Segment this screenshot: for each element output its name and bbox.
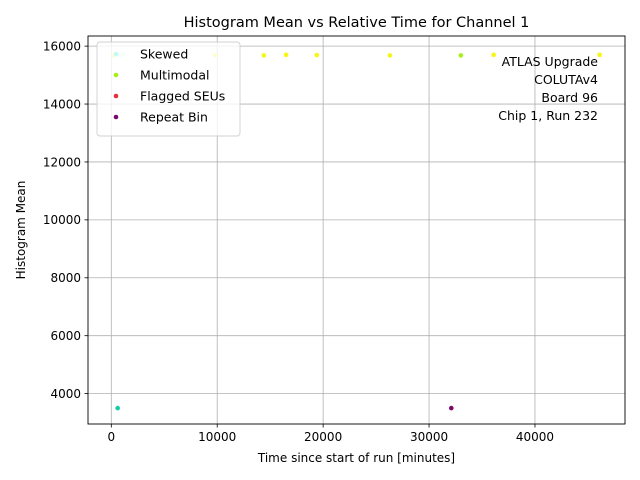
annotation-line: Board 96 <box>541 90 598 105</box>
y-tick-label: 6000 <box>50 329 81 343</box>
annotation-line: COLUTAv4 <box>534 72 598 87</box>
data-point <box>448 405 454 411</box>
data-point <box>491 52 496 58</box>
y-tick-label: 4000 <box>50 387 81 401</box>
legend-label: Skewed <box>140 47 188 62</box>
legend-marker <box>113 93 119 99</box>
data-point <box>261 53 267 58</box>
y-tick-label: 14000 <box>43 97 81 111</box>
legend-marker <box>113 51 119 57</box>
data-point <box>283 52 289 58</box>
data-point <box>458 53 464 58</box>
data-point <box>115 405 120 411</box>
legend-marker <box>113 72 119 78</box>
legend: Skewed Multimodal Flagged SEUs Repeat Bin <box>96 41 241 137</box>
x-tick-label: 40000 <box>516 430 554 444</box>
x-tick-label: 20000 <box>304 430 342 444</box>
legend-label: Repeat Bin <box>140 110 208 125</box>
annotation-block: ATLAS Upgrade COLUTAv4 Board 96 Chip 1, Run… <box>498 54 598 123</box>
annotation-line: ATLAS Upgrade <box>502 54 599 69</box>
x-tick-label: 30000 <box>410 430 448 444</box>
y-tick-label: 8000 <box>50 271 81 285</box>
y-tick-label: 10000 <box>43 213 81 227</box>
y-tick-label: 16000 <box>43 39 81 53</box>
y-tick-label: 12000 <box>43 155 81 169</box>
x-axis-title: Time since start of run [minutes] <box>257 451 455 465</box>
data-point <box>387 53 393 58</box>
plot-frame <box>87 35 626 425</box>
x-tick-label: 0 <box>107 430 115 444</box>
data-point <box>597 52 602 58</box>
legend-label: Flagged SEUs <box>140 89 225 104</box>
x-tick-label: 10000 <box>198 430 236 444</box>
legend-label: Multimodal <box>140 68 209 83</box>
chart-title: Histogram Mean vs Relative Time for Chan… <box>184 15 530 31</box>
data-point <box>314 52 320 58</box>
annotation-line: Chip 1, Run 232 <box>498 108 598 123</box>
axis-ticks: 0 10000 20000 30000 40000 4000 6000 8000 10000 12… <box>43 39 554 444</box>
legend-box <box>96 41 241 137</box>
y-axis-title: Histogram Mean <box>14 181 28 280</box>
legend-marker <box>113 114 119 120</box>
